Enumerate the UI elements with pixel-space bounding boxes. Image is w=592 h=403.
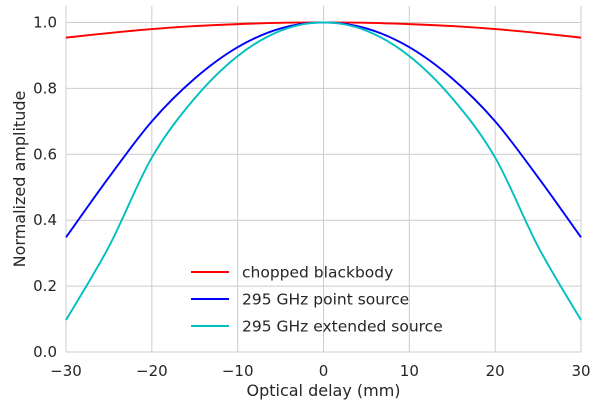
x-axis-label: Optical delay (mm) (246, 381, 400, 400)
x-tick-label: −30 (50, 362, 82, 380)
series-line-2 (65, 21, 582, 321)
legend-label-0: chopped blackbody (242, 264, 393, 282)
x-tick-label: −10 (222, 362, 254, 380)
y-tick-label: 1.0 (33, 13, 57, 31)
x-tick-label: −20 (136, 362, 168, 380)
legend-label-2: 295 GHz extended source (242, 318, 443, 336)
x-tick-labels: −30 −20 −10 0 10 20 30 (50, 362, 590, 380)
y-tick-labels: 0.0 0.2 0.4 0.6 0.8 1.0 (33, 13, 57, 361)
x-tick-label: 10 (400, 362, 419, 380)
y-tick-label: 0.2 (33, 277, 57, 295)
y-tick-label: 0.0 (33, 343, 57, 361)
x-tick-label: 0 (319, 362, 329, 380)
series-lines (65, 21, 582, 321)
y-tick-label: 0.8 (33, 79, 57, 97)
y-axis-label: Normalized amplitude (10, 91, 29, 268)
y-tick-label: 0.6 (33, 145, 57, 163)
y-tick-label: 0.4 (33, 211, 57, 229)
x-tick-label: 30 (571, 362, 590, 380)
x-tick-label: 20 (486, 362, 505, 380)
legend-label-1: 295 GHz point source (242, 291, 409, 309)
legend: chopped blackbody 295 GHz point source 295… (191, 264, 443, 336)
